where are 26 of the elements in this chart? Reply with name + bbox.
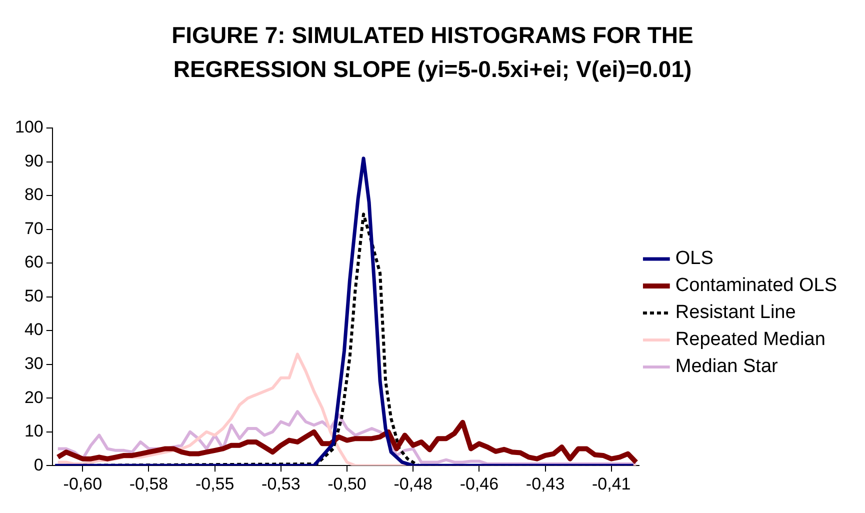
x-tick-label: -0,41 (592, 474, 631, 494)
x-tick-label: -0,53 (262, 474, 300, 494)
x-tick-label: -0,58 (129, 474, 168, 494)
x-tick-label: -0,50 (328, 474, 366, 494)
y-tick-label: 60 (24, 252, 44, 272)
legend-label: Resistant Line (675, 302, 796, 324)
legend-label: Median Star (675, 356, 779, 378)
y-tick-label: 70 (24, 218, 44, 238)
x-tick-label: -0,55 (195, 474, 234, 494)
legend-label: Contaminated OLS (675, 275, 837, 296)
chart-title: FIGURE 7: SIMULATED HISTOGRAMS FOR THE REGRESSION SLOPE (yi=5-0.5xi+ei; V(ei)=0.01) (170, 21, 694, 84)
x-tick-label: -0,48 (394, 474, 432, 494)
x-tick-label: -0,60 (63, 474, 102, 494)
y-tick-label: 100 (14, 118, 44, 137)
x-tick-label: -0,46 (460, 474, 499, 494)
y-tick-label: 50 (24, 286, 44, 306)
y-tick-label: 90 (24, 151, 44, 170)
y-tick-label: 40 (24, 320, 44, 340)
y-tick-label: 20 (24, 388, 44, 407)
legend-label: OLS (675, 248, 714, 270)
legend-label: Repeated Median (675, 329, 826, 350)
y-tick-label: 30 (24, 354, 44, 374)
y-tick-label: 0 (34, 455, 44, 474)
y-tick-label: 80 (24, 185, 44, 204)
x-tick-label: -0,43 (526, 474, 565, 494)
y-tick-label: 10 (24, 422, 44, 441)
